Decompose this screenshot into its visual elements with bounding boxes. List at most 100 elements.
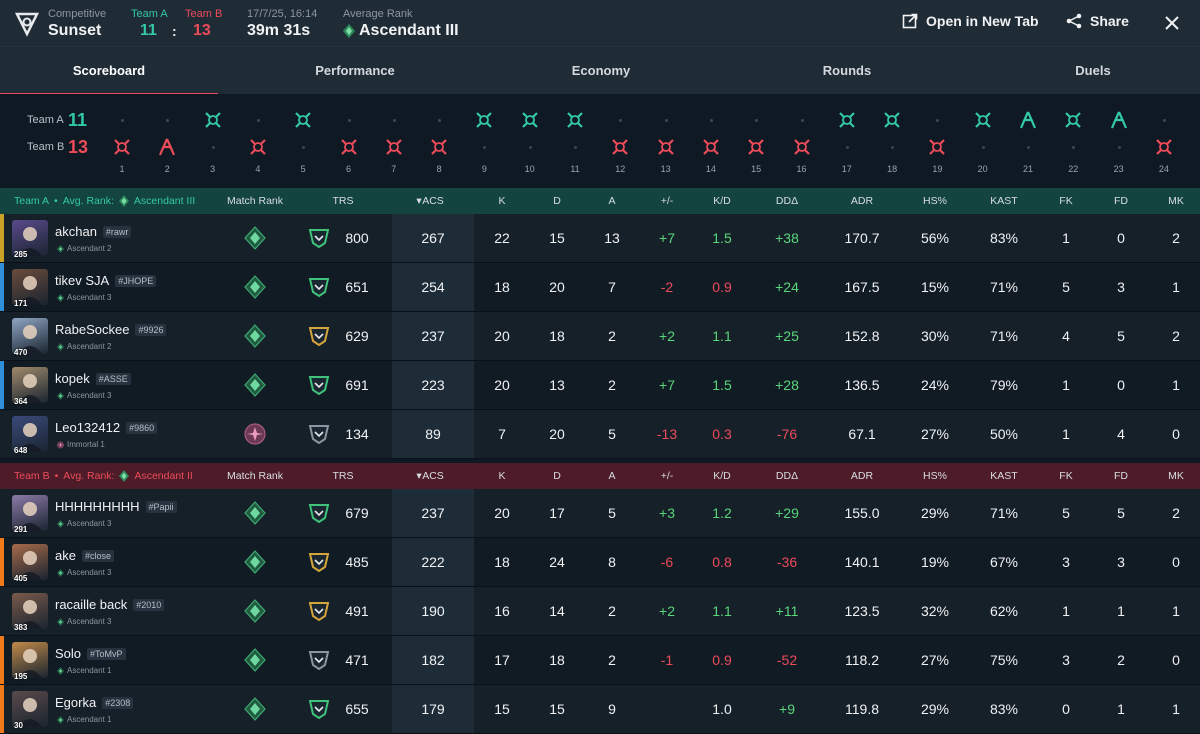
player-row[interactable]: 30 Egorka #2308 Ascendant 1 655 179 15 15 9 1.0 +9… xyxy=(0,685,1200,734)
round-elimination-icon[interactable] xyxy=(974,111,992,129)
round-defuse-icon[interactable] xyxy=(1019,111,1037,129)
round-elimination-icon[interactable] xyxy=(294,111,312,129)
agent-avatar[interactable] xyxy=(12,544,48,580)
round-elimination-icon[interactable] xyxy=(249,138,267,156)
round-elimination-icon[interactable] xyxy=(702,138,720,156)
column-header-adr[interactable]: ADR xyxy=(850,195,874,207)
tab-scoreboard[interactable]: Scoreboard xyxy=(0,47,218,95)
column-header-adr[interactable]: ADR xyxy=(850,470,874,482)
fd-value: 3 xyxy=(1117,279,1125,295)
round-elimination-icon[interactable] xyxy=(928,138,946,156)
ascendant-rank-icon xyxy=(244,275,266,299)
column-header-fk[interactable]: FK xyxy=(1059,470,1073,482)
agent-avatar[interactable] xyxy=(12,269,48,305)
column-header-fk[interactable]: FK xyxy=(1059,195,1073,207)
column-header-k[interactable]: K xyxy=(498,470,506,482)
column-header-trs[interactable]: TRS xyxy=(332,470,354,482)
column-header-trs[interactable]: TRS xyxy=(332,195,354,207)
column-header-k[interactable]: K xyxy=(498,195,506,207)
round-elimination-icon[interactable] xyxy=(113,138,131,156)
close-icon[interactable] xyxy=(1165,16,1179,30)
column-header-pm[interactable]: +/- xyxy=(660,195,674,207)
agent-avatar[interactable] xyxy=(12,495,48,531)
round-defuse-icon[interactable] xyxy=(158,138,176,156)
column-header-acs[interactable]: ACS xyxy=(422,470,444,482)
tab-performance[interactable]: Performance xyxy=(315,63,395,78)
column-header-match_rank[interactable]: Match Rank xyxy=(226,470,284,482)
agent-avatar[interactable] xyxy=(12,642,48,678)
round-elimination-icon[interactable] xyxy=(475,111,493,129)
column-header-mk[interactable]: MK xyxy=(1168,195,1184,207)
player-name[interactable]: tikev SJA #JHOPE xyxy=(55,273,157,288)
round-elimination-icon[interactable] xyxy=(385,138,403,156)
round-elimination-icon[interactable] xyxy=(1064,111,1082,129)
player-row[interactable]: 285 akchan #rawr Ascendant 2 800 267 22 15 13 +7 1… xyxy=(0,214,1200,263)
column-header-d[interactable]: D xyxy=(553,195,561,207)
player-row[interactable]: 470 RabeSockee #9926 Ascendant 2 629 237 20 18 2… xyxy=(0,312,1200,361)
agent-avatar[interactable] xyxy=(12,593,48,629)
column-header-a[interactable]: A xyxy=(608,195,616,207)
player-row[interactable]: 364 kopek #ASSE Ascendant 3 691 223 20 13 2 +7 1.5… xyxy=(0,361,1200,410)
column-header-dd[interactable]: DDΔ xyxy=(775,195,799,207)
round-elimination-icon[interactable] xyxy=(611,138,629,156)
agent-avatar[interactable] xyxy=(12,367,48,403)
column-header-pm[interactable]: +/- xyxy=(660,470,674,482)
player-row[interactable]: 383 racaille back #2010 Ascendant 3 491 190 16… xyxy=(0,587,1200,636)
column-header-kd[interactable]: K/D xyxy=(713,470,731,482)
player-name[interactable]: Egorka #2308 xyxy=(55,695,134,710)
agent-avatar[interactable] xyxy=(12,416,48,452)
player-tag: #JHOPE xyxy=(115,274,157,287)
player-name[interactable]: ake #close xyxy=(55,548,114,563)
round-elimination-icon[interactable] xyxy=(657,138,675,156)
tab-rounds[interactable]: Rounds xyxy=(822,63,872,78)
agent-avatar[interactable] xyxy=(12,691,48,727)
round-elimination-icon[interactable] xyxy=(747,138,765,156)
share-button[interactable]: Share xyxy=(1066,13,1129,29)
column-header-match_rank[interactable]: Match Rank xyxy=(226,195,284,207)
team-b-score: 13 xyxy=(193,22,211,39)
column-header-mk[interactable]: MK xyxy=(1168,470,1184,482)
column-header-kast[interactable]: KAST xyxy=(990,195,1018,207)
player-row[interactable]: 405 ake #close Ascendant 3 485 222 18 24 8 -6 0.8 -… xyxy=(0,538,1200,587)
account-level: 648 xyxy=(14,446,28,455)
tab-duels[interactable]: Duels xyxy=(1075,63,1111,78)
column-header-kd[interactable]: K/D xyxy=(713,195,731,207)
mk-value: 2 xyxy=(1172,328,1180,344)
round-elimination-icon[interactable] xyxy=(793,138,811,156)
column-header-fd[interactable]: FD xyxy=(1114,195,1128,207)
trs-green-badge-icon xyxy=(308,229,330,248)
column-header-dd[interactable]: DDΔ xyxy=(775,470,799,482)
player-name[interactable]: HHHHHHHHH #Papii xyxy=(55,499,177,514)
player-row[interactable]: 648 Leo132412 #9860 Immortal 1 134 89 7 20 5 -13 0… xyxy=(0,410,1200,459)
agent-avatar[interactable] xyxy=(12,318,48,354)
tab-economy[interactable]: Economy xyxy=(571,63,631,78)
round-elimination-icon[interactable] xyxy=(430,138,448,156)
player-name[interactable]: kopek #ASSE xyxy=(55,371,131,386)
agent-avatar[interactable] xyxy=(12,220,48,256)
round-elimination-icon[interactable] xyxy=(838,111,856,129)
player-name[interactable]: Solo #ToMvP xyxy=(55,646,126,661)
round-defuse-icon[interactable] xyxy=(1110,111,1128,129)
player-name[interactable]: racaille back #2010 xyxy=(55,597,165,612)
open-new-tab-button[interactable]: Open in New Tab xyxy=(902,13,1039,29)
column-header-a[interactable]: A xyxy=(608,470,616,482)
round-elimination-icon[interactable] xyxy=(521,111,539,129)
player-row[interactable]: 291 HHHHHHHHH #Papii Ascendant 3 679 237 20 17 5… xyxy=(0,489,1200,538)
round-elimination-icon[interactable] xyxy=(340,138,358,156)
player-name[interactable]: RabeSockee #9926 xyxy=(55,322,167,337)
column-header-d[interactable]: D xyxy=(553,470,561,482)
column-header-acs[interactable]: ACS xyxy=(422,195,444,207)
round-elimination-icon[interactable] xyxy=(1155,138,1173,156)
round-elimination-icon[interactable] xyxy=(204,111,222,129)
column-header-kast[interactable]: KAST xyxy=(990,470,1018,482)
column-header-hs[interactable]: HS% xyxy=(923,195,947,207)
column-header-hs[interactable]: HS% xyxy=(923,470,947,482)
player-row[interactable]: 171 tikev SJA #JHOPE Ascendant 3 651 254 18 20 7… xyxy=(0,263,1200,312)
round-elimination-icon[interactable] xyxy=(566,111,584,129)
player-current-rank: Ascendant 3 xyxy=(57,519,111,528)
player-name[interactable]: akchan #rawr xyxy=(55,224,132,239)
player-name[interactable]: Leo132412 #9860 xyxy=(55,420,158,435)
column-header-fd[interactable]: FD xyxy=(1114,470,1128,482)
round-elimination-icon[interactable] xyxy=(883,111,901,129)
player-row[interactable]: 195 Solo #ToMvP Ascendant 1 471 182 17 18 2 -1 0.9… xyxy=(0,636,1200,685)
